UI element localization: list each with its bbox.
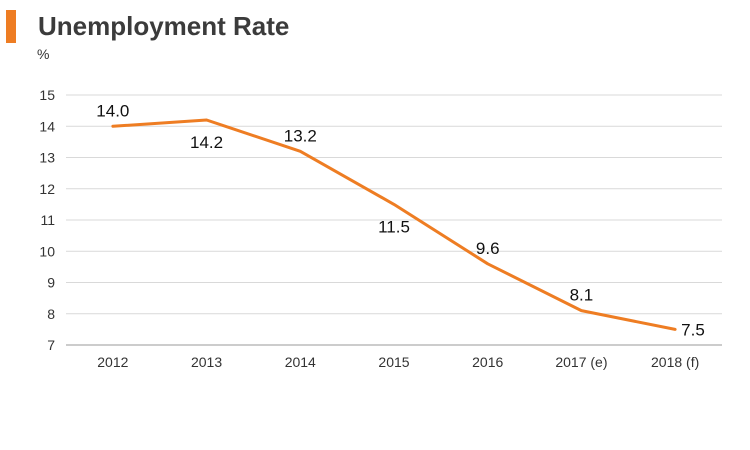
y-tick-label: 13 (39, 150, 55, 166)
x-tick-label: 2013 (191, 354, 222, 370)
y-tick-label: 15 (39, 87, 55, 103)
y-tick-label: 8 (47, 306, 55, 322)
y-tick-label: 9 (47, 275, 55, 291)
data-label: 7.5 (681, 320, 705, 339)
title-accent-bar (6, 10, 16, 43)
x-tick-label: 2012 (97, 354, 128, 370)
data-labels: 14.0 14.2 13.2 11.5 9.6 8.1 7.5 (96, 101, 704, 339)
series-group (111, 118, 677, 331)
y-tick-label: 12 (39, 181, 55, 197)
x-tick-label: 2016 (472, 354, 503, 370)
y-axis-ticks: 7 8 9 10 11 12 13 14 15 (39, 87, 55, 353)
y-tick-label: 11 (40, 212, 55, 228)
y-axis-unit: % (37, 46, 50, 62)
data-label: 9.6 (476, 239, 500, 258)
x-tick-label: 2015 (378, 354, 409, 370)
data-label: 13.2 (284, 126, 317, 145)
x-axis-ticks: 2012 2013 2014 2015 2016 2017 (e) 2018 (f) (97, 354, 699, 370)
series-line (111, 118, 677, 331)
x-tick-label: 2017 (e) (555, 354, 607, 370)
x-tick-label: 2018 (f) (651, 354, 699, 370)
x-tick-label: 2014 (285, 354, 316, 370)
y-tick-label: 10 (39, 243, 55, 259)
gridlines (66, 94, 722, 346)
y-tick-label: 7 (47, 337, 55, 353)
y-tick-label: 14 (39, 118, 55, 134)
data-label: 11.5 (378, 217, 410, 236)
chart-title: Unemployment Rate (38, 11, 290, 41)
data-label: 14.0 (96, 101, 129, 120)
data-label: 14.2 (190, 133, 223, 152)
data-label: 8.1 (570, 286, 594, 305)
